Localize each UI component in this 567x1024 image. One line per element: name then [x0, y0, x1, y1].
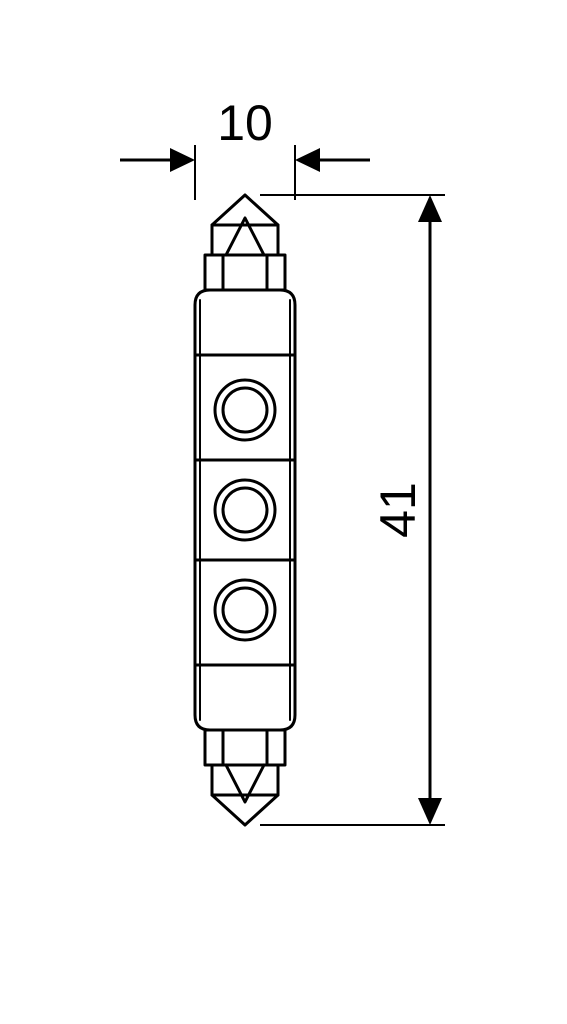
technical-drawing: 10 41 [0, 0, 567, 1024]
led-1 [215, 380, 275, 440]
dimension-height: 41 [260, 195, 445, 825]
led-2 [215, 480, 275, 540]
dimension-width-label: 10 [217, 95, 273, 151]
dimension-height-label: 41 [370, 482, 426, 538]
dimension-width: 10 [120, 95, 370, 200]
led-3 [215, 580, 275, 640]
bulb-outline [195, 195, 295, 825]
